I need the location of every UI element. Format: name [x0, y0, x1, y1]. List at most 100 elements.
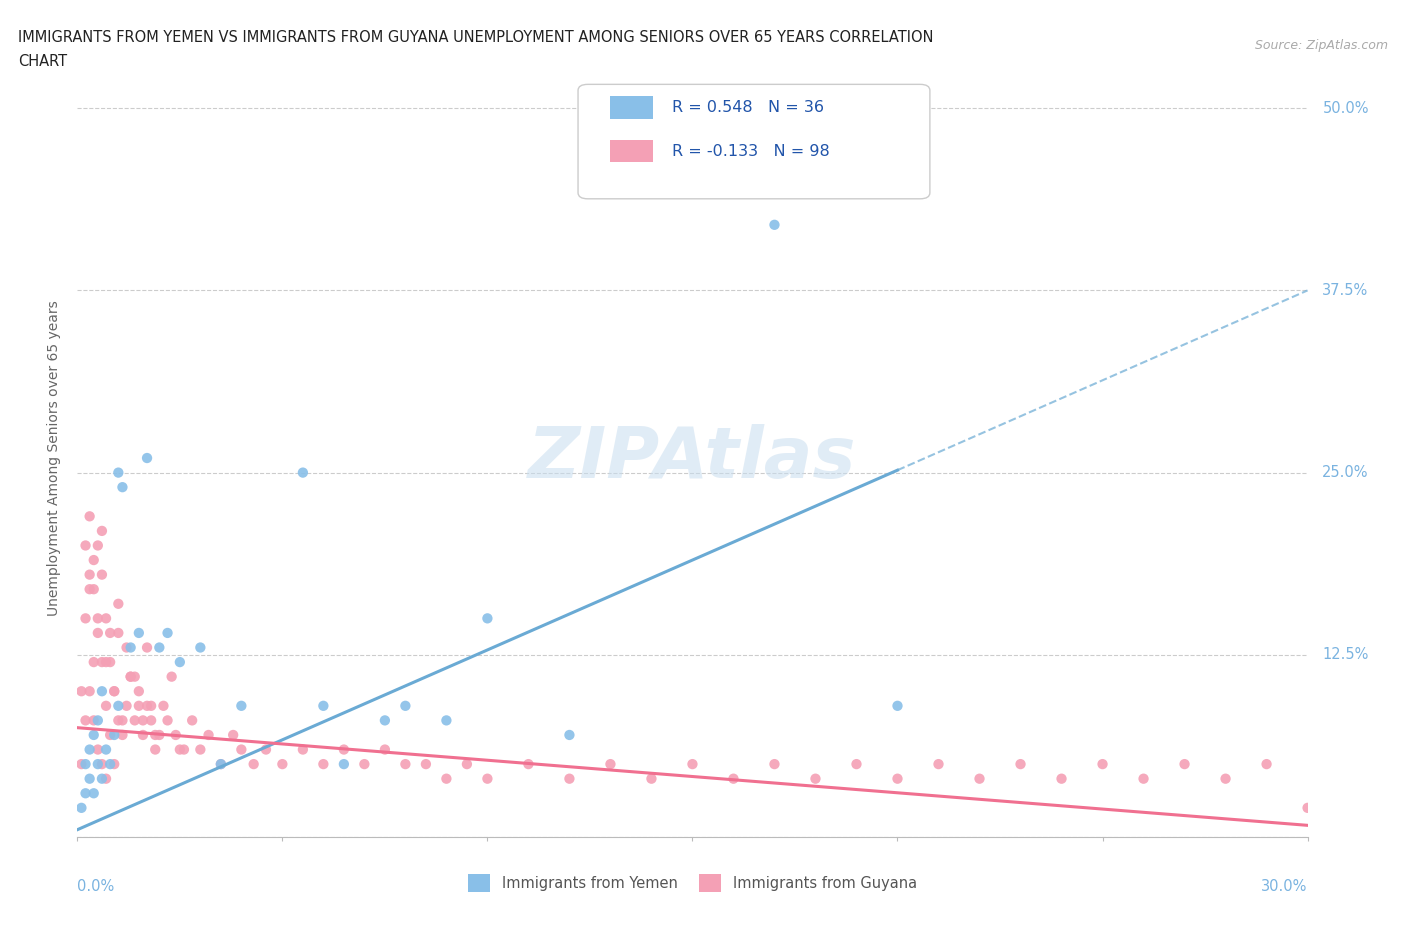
Point — [723, 771, 745, 786]
Point — [124, 713, 146, 728]
Point — [165, 727, 187, 742]
Point — [111, 480, 134, 495]
Point — [83, 552, 105, 567]
Point — [1215, 771, 1237, 786]
Bar — [610, 97, 654, 119]
Point — [128, 626, 150, 641]
Point — [87, 626, 110, 641]
Text: ZIPAtlas: ZIPAtlas — [529, 423, 856, 493]
Point — [120, 670, 142, 684]
Point — [79, 684, 101, 698]
Point — [103, 684, 125, 698]
Point — [79, 509, 101, 524]
Point — [271, 757, 294, 772]
Point — [845, 757, 868, 772]
Point — [94, 698, 117, 713]
Point — [107, 465, 129, 480]
Point — [98, 727, 121, 742]
Point — [83, 582, 105, 597]
Point — [517, 757, 540, 772]
Point — [87, 538, 110, 553]
Point — [87, 757, 110, 772]
Point — [222, 727, 245, 742]
Point — [83, 786, 105, 801]
Point — [415, 757, 437, 772]
Point — [231, 742, 253, 757]
Point — [969, 771, 991, 786]
Point — [156, 713, 179, 728]
Point — [75, 786, 97, 801]
Point — [291, 465, 314, 480]
Text: 30.0%: 30.0% — [1261, 879, 1308, 894]
Point — [209, 757, 232, 772]
Point — [132, 727, 155, 742]
Point — [333, 757, 356, 772]
Point — [886, 698, 908, 713]
Point — [79, 582, 101, 597]
Text: 25.0%: 25.0% — [1323, 465, 1369, 480]
Point — [94, 771, 117, 786]
Point — [75, 611, 97, 626]
Point — [94, 742, 117, 757]
Point — [1256, 757, 1278, 772]
Text: Source: ZipAtlas.com: Source: ZipAtlas.com — [1254, 39, 1388, 52]
Point — [107, 596, 129, 611]
Point — [312, 757, 335, 772]
Point — [75, 757, 97, 772]
Text: 12.5%: 12.5% — [1323, 647, 1368, 662]
Point — [231, 698, 253, 713]
Point — [90, 757, 114, 772]
Point — [70, 684, 93, 698]
Point — [141, 713, 163, 728]
Text: CHART: CHART — [18, 54, 67, 69]
Point — [111, 713, 134, 728]
Point — [120, 670, 142, 684]
Point — [197, 727, 219, 742]
Point — [394, 757, 416, 772]
Point — [394, 698, 416, 713]
Point — [90, 567, 114, 582]
Point — [148, 640, 170, 655]
Point — [115, 698, 138, 713]
Point — [98, 757, 121, 772]
Point — [141, 698, 163, 713]
Point — [111, 727, 134, 742]
Point — [173, 742, 195, 757]
Y-axis label: Unemployment Among Seniors over 65 years: Unemployment Among Seniors over 65 years — [48, 300, 62, 616]
Point — [804, 771, 827, 786]
Point — [181, 713, 204, 728]
Point — [70, 757, 93, 772]
Point — [436, 771, 458, 786]
Point — [136, 451, 159, 466]
Point — [103, 757, 125, 772]
Point — [1174, 757, 1197, 772]
Point — [90, 524, 114, 538]
Point — [353, 757, 375, 772]
Point — [79, 742, 101, 757]
Text: R = -0.133   N = 98: R = -0.133 N = 98 — [672, 143, 830, 158]
Point — [103, 727, 125, 742]
Point — [120, 640, 142, 655]
Point — [136, 640, 159, 655]
Point — [682, 757, 704, 772]
Point — [90, 684, 114, 698]
Point — [291, 742, 314, 757]
Point — [763, 218, 786, 232]
Point — [1010, 757, 1032, 772]
Point — [132, 713, 155, 728]
Point — [312, 698, 335, 713]
Point — [599, 757, 621, 772]
Point — [436, 713, 458, 728]
Point — [1132, 771, 1154, 786]
Point — [558, 771, 581, 786]
Point — [1050, 771, 1073, 786]
Point — [160, 670, 183, 684]
Point — [477, 771, 499, 786]
Point — [333, 742, 356, 757]
Point — [188, 640, 212, 655]
Point — [83, 655, 105, 670]
Point — [242, 757, 264, 772]
Point — [98, 655, 121, 670]
Point — [83, 713, 105, 728]
Point — [87, 713, 110, 728]
